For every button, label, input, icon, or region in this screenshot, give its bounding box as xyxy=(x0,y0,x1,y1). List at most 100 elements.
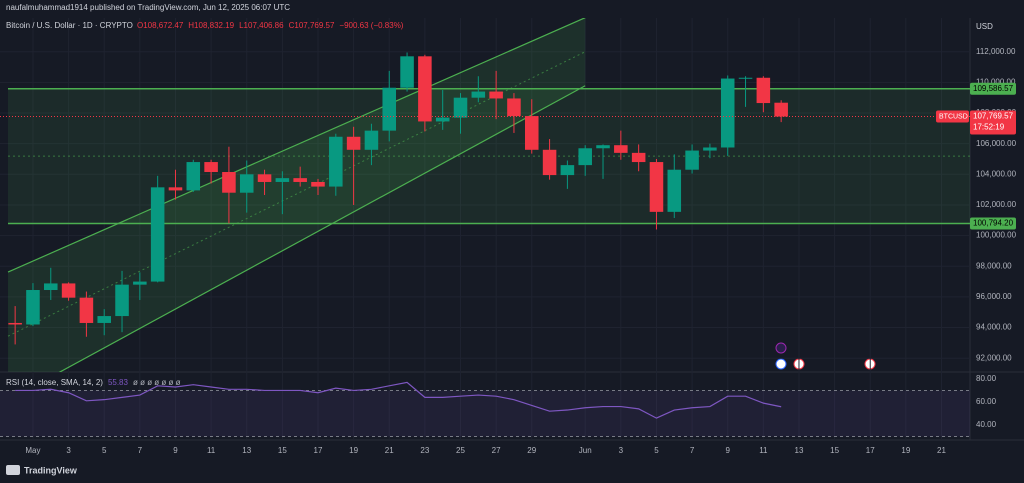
candle-body xyxy=(667,169,682,212)
x-tick-label: 15 xyxy=(830,446,839,455)
y-tick-label: 102,000.00 xyxy=(976,200,1017,209)
x-tick-label: 3 xyxy=(619,446,624,455)
drawings xyxy=(7,18,970,372)
rsi-line xyxy=(15,381,782,419)
x-tick-label: 11 xyxy=(759,446,768,455)
candle-body xyxy=(738,77,753,79)
level-tag xyxy=(970,82,1016,95)
symbol-label: BTCUSD xyxy=(939,113,968,120)
candle-body xyxy=(614,145,628,153)
candle-body xyxy=(364,130,379,150)
candle-body xyxy=(239,174,254,193)
candle-body xyxy=(204,162,218,173)
candle-body xyxy=(507,98,521,117)
candle-body xyxy=(133,281,147,285)
level-tag xyxy=(970,217,1016,230)
x-tick-label: 11 xyxy=(207,446,216,455)
rsi-title: RSI (14, close, SMA, 14, 2) xyxy=(6,378,103,387)
candle-body xyxy=(560,165,575,176)
ohlc-label: L107,406.86 xyxy=(239,21,284,30)
symbol-tag xyxy=(936,110,969,123)
rsi-tick-label: 40.00 xyxy=(976,420,997,429)
candle-body xyxy=(578,148,592,166)
brand-logo xyxy=(6,465,20,475)
currency: USD xyxy=(976,22,993,31)
last-price-tag xyxy=(970,110,1016,135)
candle-body xyxy=(453,97,468,118)
x-tick-label: 19 xyxy=(349,446,358,455)
candle-body xyxy=(168,187,183,191)
x-tick-label: 21 xyxy=(937,446,946,455)
x-tick-label: 5 xyxy=(102,446,107,455)
countdown: 17:52:19 xyxy=(973,123,1005,132)
x-tick-label: 25 xyxy=(456,446,465,455)
x-tick-label: 9 xyxy=(173,446,178,455)
x-tick-label: Jun xyxy=(579,446,592,455)
candle-body xyxy=(150,187,165,282)
candle-body xyxy=(382,87,397,131)
candle-body xyxy=(329,136,343,187)
candle-body xyxy=(257,174,272,182)
x-tick-label: 5 xyxy=(654,446,659,455)
candle-body xyxy=(756,77,771,104)
y-tick-label: 96,000.00 xyxy=(976,292,1012,301)
candle-body xyxy=(542,149,557,176)
x-tick-label: 29 xyxy=(527,446,536,455)
ohlc-label: C107,769.57 xyxy=(289,21,335,30)
candle-body xyxy=(186,162,201,191)
x-tick-label: 17 xyxy=(866,446,875,455)
candle-body xyxy=(524,116,539,150)
rsi-extras: ø ø ø ø ø ø ø xyxy=(133,378,181,387)
candle-body xyxy=(703,147,717,151)
ohlc-label: O108,672.47 xyxy=(137,21,184,30)
channel-mid xyxy=(7,51,586,337)
rsi-tick-label: 80.00 xyxy=(976,374,997,383)
candle-body xyxy=(774,102,788,117)
candle-body xyxy=(685,150,699,170)
candle-body xyxy=(44,283,58,291)
x-tick-label: 27 xyxy=(492,446,501,455)
candle-body xyxy=(435,117,450,122)
y-tick-label: 106,000.00 xyxy=(976,139,1017,148)
last-price-label: 107,769.57 xyxy=(973,112,1014,121)
candle-body xyxy=(97,316,111,323)
channel-lower xyxy=(58,85,586,372)
candle-body xyxy=(720,78,735,148)
candle-body xyxy=(311,181,325,187)
x-tick-label: 7 xyxy=(690,446,695,455)
x-tick-label: 9 xyxy=(725,446,730,455)
y-tick-label: 98,000.00 xyxy=(976,261,1012,270)
candle-body xyxy=(596,145,610,149)
candle-body xyxy=(275,178,290,182)
y-tick-label: 104,000.00 xyxy=(976,169,1017,178)
level-label: 100,794.20 xyxy=(973,219,1014,228)
candle-body xyxy=(471,91,486,98)
y-tick-label: 110,000.00 xyxy=(976,77,1016,86)
x-tick-label: 23 xyxy=(420,446,429,455)
candle-body xyxy=(649,162,664,212)
ohlc-label: −900.63 (−0.83%) xyxy=(339,21,403,30)
x-tick-label: 7 xyxy=(138,446,143,455)
candle-body xyxy=(346,136,361,150)
candle-body xyxy=(631,152,646,163)
candle-body xyxy=(115,284,129,317)
x-tick-label: 13 xyxy=(242,446,251,455)
byline: naufalmuhammad1914 published on TradingV… xyxy=(6,3,290,12)
candle-body xyxy=(26,290,40,325)
channel-upper xyxy=(7,18,586,273)
candle-body xyxy=(61,283,76,298)
rsi-band xyxy=(0,390,970,437)
candle-body xyxy=(293,178,307,182)
rsi-tick-label: 60.00 xyxy=(976,397,997,406)
y-tick-label: 94,000.00 xyxy=(976,323,1012,332)
candle-body xyxy=(79,297,94,323)
brand: TradingView xyxy=(24,465,78,475)
x-tick-label: May xyxy=(25,446,40,455)
candle-body xyxy=(222,172,236,193)
rsi-value: 55.83 xyxy=(108,378,129,387)
level-label: 109,586.57 xyxy=(973,84,1014,93)
x-tick-label: 21 xyxy=(385,446,394,455)
candle-body xyxy=(8,322,22,325)
